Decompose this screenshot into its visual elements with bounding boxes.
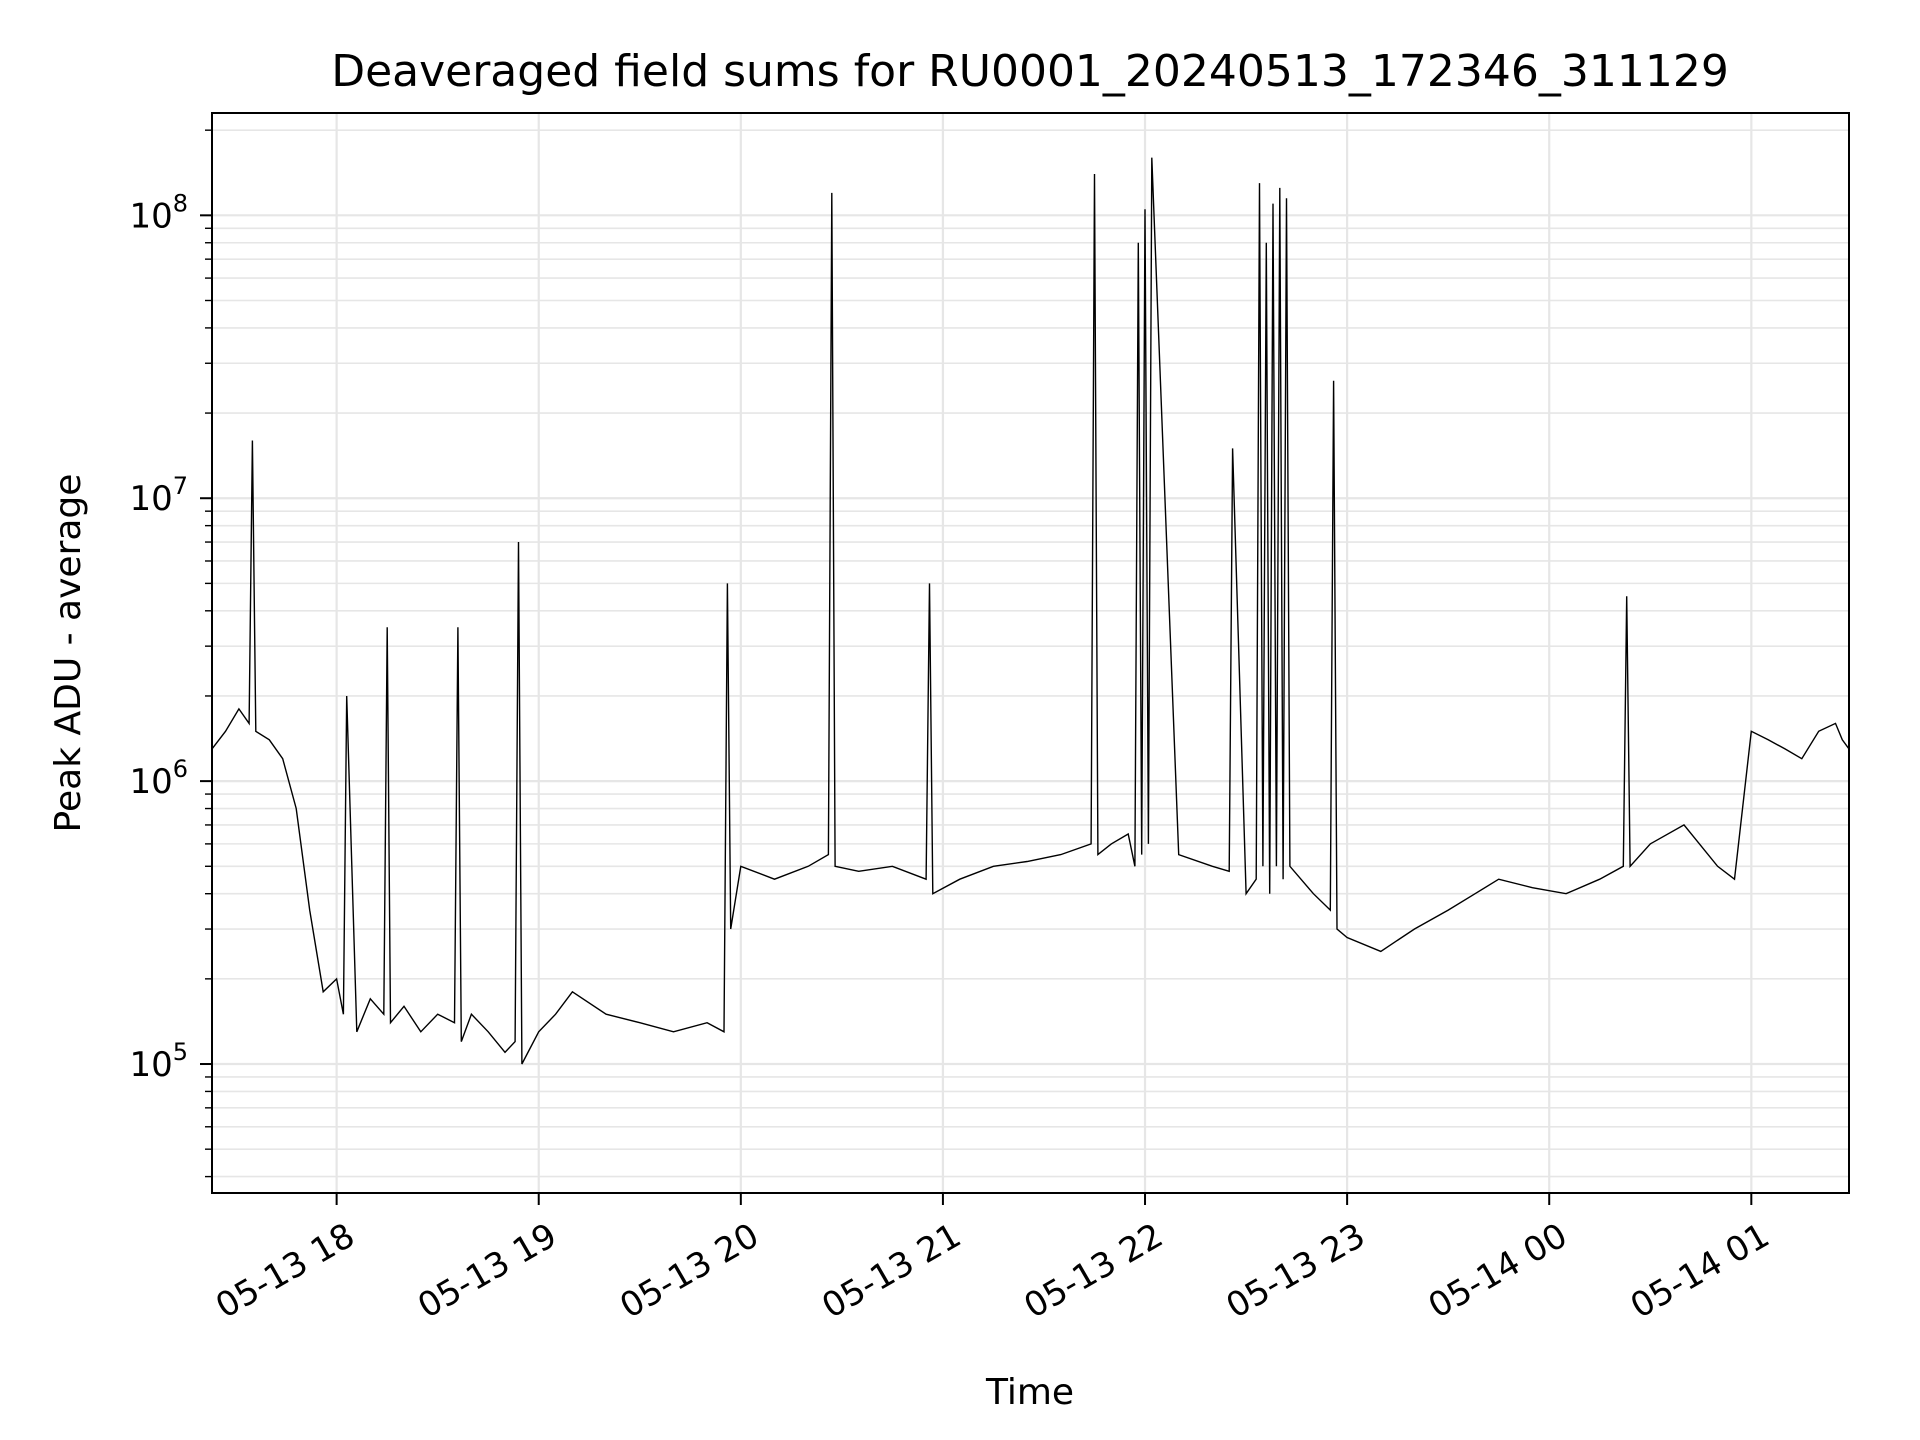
y-tick-label: 108 (129, 189, 188, 236)
grid (212, 113, 1849, 1193)
plot-frame (211, 112, 1850, 1194)
series-line-0 (211, 157, 1850, 1065)
y-tick-label: 106 (129, 755, 188, 802)
y-tick-label: 105 (129, 1038, 188, 1085)
plot-area (212, 113, 1849, 1193)
y-tick-label: 107 (129, 472, 188, 519)
series-layer (211, 157, 1850, 1065)
chart-title: Deaveraged field sums for RU0001_2024051… (331, 46, 1729, 97)
x-axis-label: Time (985, 1372, 1074, 1413)
y-axis-label: Peak ADU - average (48, 474, 89, 833)
y-axis: 105 106 107 108 (129, 129, 212, 1178)
